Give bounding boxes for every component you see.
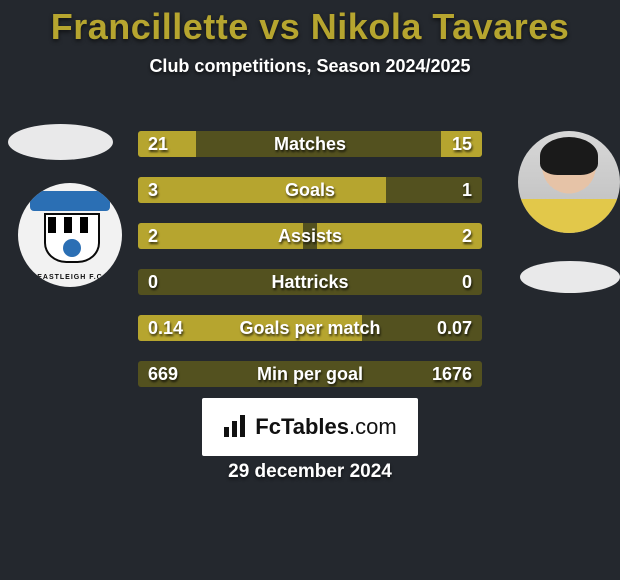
- stat-bar: 31Goals: [138, 177, 482, 203]
- right-oval-decor: [520, 261, 620, 293]
- page-title: Francillette vs Nikola Tavares: [0, 6, 620, 48]
- player-photo-right: [518, 131, 620, 233]
- stat-seg-right: [317, 223, 482, 249]
- stat-bar: 2115Matches: [138, 131, 482, 157]
- left-oval-decor: [8, 124, 113, 160]
- stat-value-right: 0: [462, 269, 472, 295]
- crest-banner: [30, 191, 110, 211]
- stat-bar: 22Assists: [138, 223, 482, 249]
- stat-label: Min per goal: [138, 361, 482, 387]
- fctables-badge: FcTables.com: [202, 398, 418, 456]
- subtitle: Club competitions, Season 2024/2025: [0, 56, 620, 77]
- fctables-bars-icon: [223, 415, 249, 439]
- stat-value-right: 0.07: [437, 315, 472, 341]
- stat-bar: 0 0Hattricks: [138, 269, 482, 295]
- stat-label: Hattricks: [138, 269, 482, 295]
- player-kit: [518, 199, 620, 233]
- stat-seg-left: [138, 315, 362, 341]
- stat-value-right: 1: [462, 177, 472, 203]
- stat-value-left: 0: [148, 269, 158, 295]
- badge-tld: .com: [349, 414, 397, 439]
- crest-label: EASTLEIGH F.C: [18, 274, 122, 281]
- badge-brand: FcTables: [255, 414, 349, 439]
- stat-seg-left: [138, 223, 303, 249]
- stat-seg-left: [138, 177, 386, 203]
- stat-value-right: 1676: [432, 361, 472, 387]
- stat-bar: 669 1676Min per goal: [138, 361, 482, 387]
- stat-bars: 2115Matches 31Goals 22Assists 0 0Hattricks 0.…: [138, 131, 482, 407]
- stat-bar: 0.140.07Goals per match: [138, 315, 482, 341]
- crest-ball: [63, 239, 81, 257]
- player-hair: [540, 137, 598, 175]
- snapshot-date: 29 december 2024: [0, 461, 620, 483]
- stat-seg-left: [138, 131, 196, 157]
- club-crest-left: EASTLEIGH F.C: [18, 183, 122, 287]
- crest-shield: [44, 213, 100, 263]
- badge-text: FcTables.com: [255, 414, 396, 440]
- stat-value-left: 669: [148, 361, 178, 387]
- comparison-card: Francillette vs Nikola Tavares Club comp…: [0, 6, 620, 580]
- stat-seg-right: [441, 131, 482, 157]
- crest-checker: [48, 217, 96, 233]
